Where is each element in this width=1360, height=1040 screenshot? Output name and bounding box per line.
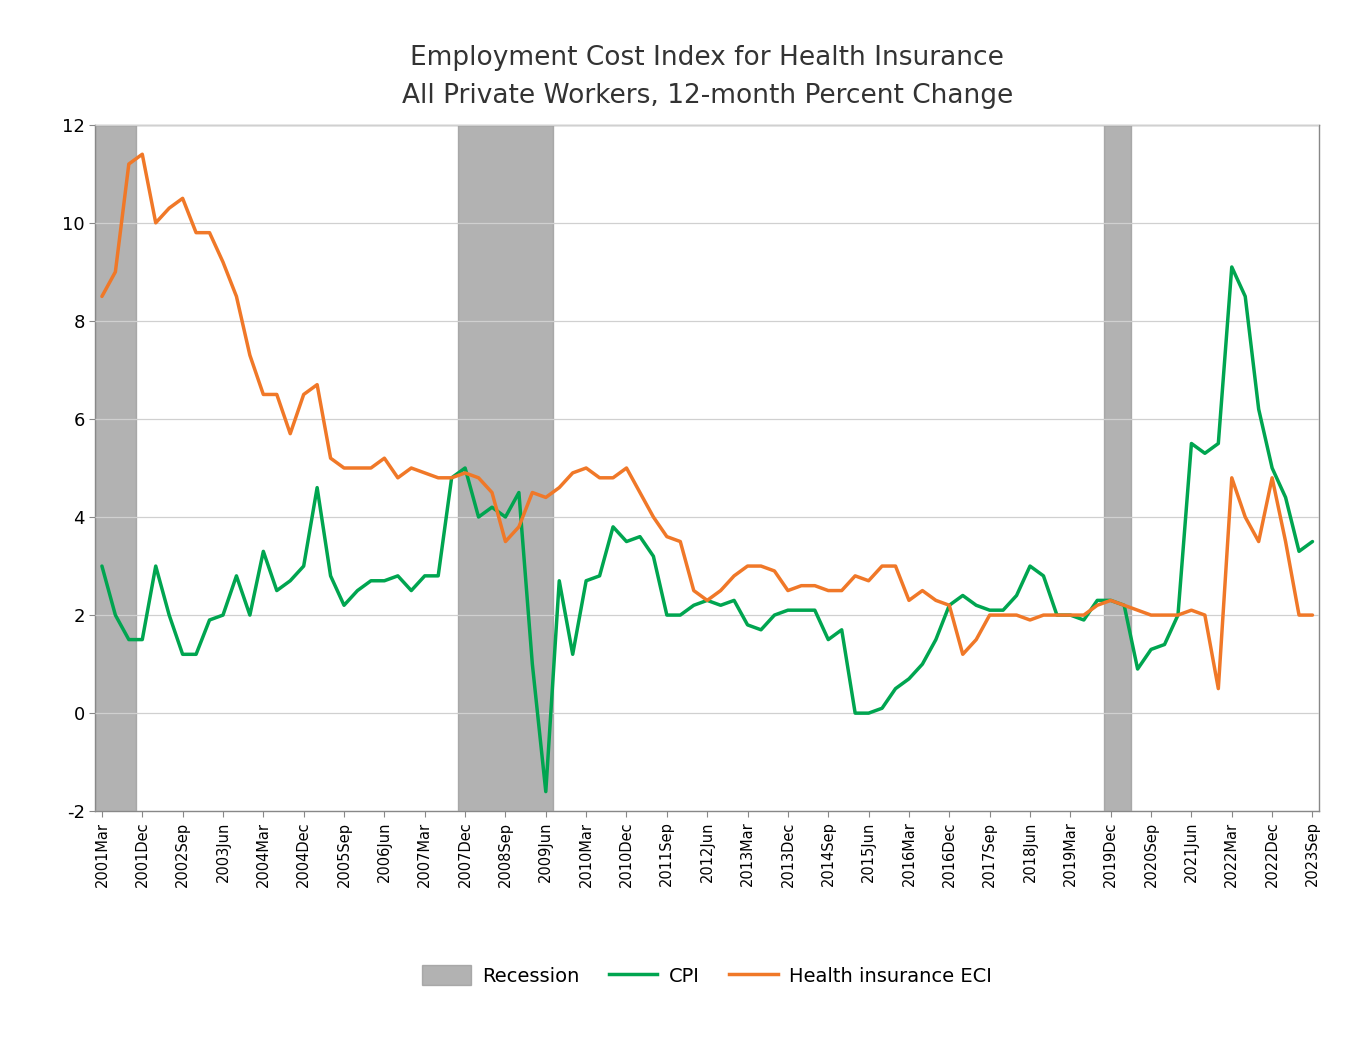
Legend: Recession, CPI, Health insurance ECI: Recession, CPI, Health insurance ECI — [415, 958, 1000, 993]
Bar — [95, 125, 136, 811]
Title: Employment Cost Index for Health Insurance
All Private Workers, 12-month Percent: Employment Cost Index for Health Insuran… — [401, 45, 1013, 108]
Bar — [1104, 125, 1132, 811]
Bar — [458, 125, 552, 811]
